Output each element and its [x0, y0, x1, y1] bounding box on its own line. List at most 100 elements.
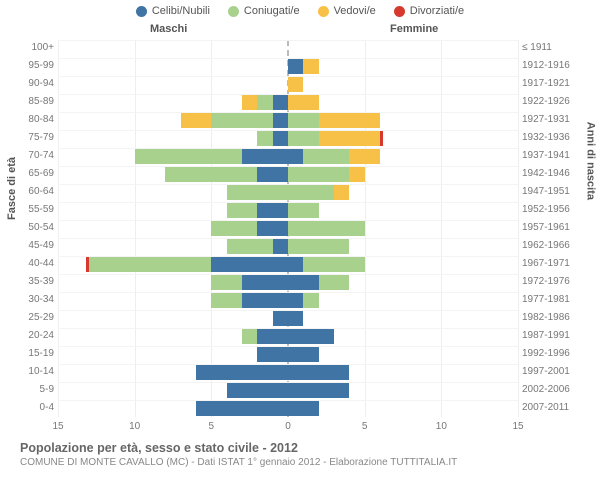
age-row: 75-791932-1936 — [58, 130, 518, 148]
age-row: 60-641947-1951 — [58, 184, 518, 202]
age-row: 35-391972-1976 — [58, 274, 518, 292]
bar-segment-female — [288, 149, 303, 164]
birth-year-tick: 1952-1956 — [522, 204, 586, 215]
x-tick: 15 — [512, 421, 523, 432]
age-row: 70-741937-1941 — [58, 148, 518, 166]
bar-segment-male — [273, 311, 288, 326]
age-row: 95-991912-1916 — [58, 58, 518, 76]
bar-segment-female — [288, 329, 334, 344]
bar-segment-female — [288, 221, 365, 236]
bar-segment-female — [303, 293, 318, 308]
age-tick: 100+ — [16, 42, 54, 53]
bar-segment-female — [349, 167, 364, 182]
x-tick: 15 — [52, 421, 63, 432]
age-tick: 55-59 — [16, 204, 54, 215]
plot-region: 100+≤ 191195-991912-191690-941917-192185… — [58, 39, 520, 417]
bar-segment-male — [257, 221, 288, 236]
age-row: 85-891922-1926 — [58, 94, 518, 112]
age-row: 55-591952-1956 — [58, 202, 518, 220]
chart-title: Popolazione per età, sesso e stato civil… — [20, 441, 590, 455]
chart-titles: Popolazione per età, sesso e stato civil… — [20, 441, 590, 468]
age-row: 15-191992-1996 — [58, 346, 518, 364]
age-tick: 10-14 — [16, 366, 54, 377]
population-pyramid-chart: Celibi/NubiliConiugati/eVedovi/eDivorzia… — [0, 0, 600, 500]
bar-segment-female — [288, 347, 319, 362]
bar-segment-female — [349, 149, 380, 164]
bar-segment-male — [211, 113, 272, 128]
x-axis: 15105051015 — [58, 417, 518, 433]
age-tick: 35-39 — [16, 276, 54, 287]
birth-year-tick: 1922-1926 — [522, 96, 586, 107]
bar-segment-male — [211, 221, 257, 236]
bar-segment-male — [227, 185, 288, 200]
legend-swatch — [394, 6, 405, 17]
legend-item: Vedovi/e — [318, 5, 376, 17]
birth-year-tick: 1957-1961 — [522, 222, 586, 233]
bar-segment-female — [288, 203, 319, 218]
bar-segment-male — [211, 293, 242, 308]
birth-year-tick: 1997-2001 — [522, 366, 586, 377]
bar-segment-male — [257, 203, 288, 218]
age-row: 25-291982-1986 — [58, 310, 518, 328]
bar-segment-male — [242, 275, 288, 290]
bar-segment-female — [288, 77, 303, 92]
birth-year-tick: 1992-1996 — [522, 348, 586, 359]
birth-year-tick: 1912-1916 — [522, 60, 586, 71]
legend-item: Coniugati/e — [228, 5, 300, 17]
legend-swatch — [136, 6, 147, 17]
birth-year-tick: 1917-1921 — [522, 78, 586, 89]
bar-segment-male — [257, 167, 288, 182]
header-male: Maschi — [150, 23, 187, 35]
age-tick: 25-29 — [16, 312, 54, 323]
legend-item: Divorziati/e — [394, 5, 464, 17]
bar-segment-male — [273, 239, 288, 254]
bar-segment-male — [211, 275, 242, 290]
bar-segment-female — [288, 59, 303, 74]
bar-segment-male — [196, 401, 288, 416]
age-tick: 85-89 — [16, 96, 54, 107]
age-row: 100+≤ 1911 — [58, 40, 518, 58]
bar-segment-male — [242, 149, 288, 164]
x-tick: 0 — [285, 421, 291, 432]
bar-segment-male — [257, 347, 288, 362]
bar-segment-female — [288, 275, 319, 290]
bar-segment-female — [334, 185, 349, 200]
legend-label: Coniugati/e — [244, 5, 300, 17]
chart-subtitle: COMUNE DI MONTE CAVALLO (MC) - Dati ISTA… — [20, 457, 590, 468]
age-tick: 95-99 — [16, 60, 54, 71]
birth-year-tick: 1972-1976 — [522, 276, 586, 287]
birth-year-tick: 2002-2006 — [522, 384, 586, 395]
x-tick: 5 — [209, 421, 215, 432]
birth-year-tick: 1927-1931 — [522, 114, 586, 125]
age-tick: 30-34 — [16, 294, 54, 305]
bar-segment-male — [273, 95, 288, 110]
legend-label: Divorziati/e — [410, 5, 464, 17]
bar-segment-male — [89, 257, 212, 272]
legend-swatch — [228, 6, 239, 17]
bar-segment-female — [288, 239, 349, 254]
bar-segment-male — [273, 113, 288, 128]
plot-area: 100+≤ 191195-991912-191690-941917-192185… — [58, 39, 518, 417]
birth-year-tick: 2007-2011 — [522, 402, 586, 413]
birth-year-tick: 1947-1951 — [522, 186, 586, 197]
bar-segment-male — [273, 131, 288, 146]
bar-segment-female — [288, 383, 349, 398]
legend-swatch — [318, 6, 329, 17]
x-tick: 10 — [129, 421, 140, 432]
bar-segment-male — [165, 167, 257, 182]
bar-segment-male — [135, 149, 242, 164]
bar-segment-female — [288, 311, 303, 326]
birth-year-tick: 1982-1986 — [522, 312, 586, 323]
bar-segment-female — [303, 59, 318, 74]
bar-segment-female — [288, 167, 349, 182]
age-row: 0-42007-2011 — [58, 400, 518, 418]
legend-label: Vedovi/e — [334, 5, 376, 17]
bar-segment-male — [242, 329, 257, 344]
age-row: 5-92002-2006 — [58, 382, 518, 400]
bar-segment-female — [288, 131, 319, 146]
age-row: 80-841927-1931 — [58, 112, 518, 130]
birth-year-tick: 1967-1971 — [522, 258, 586, 269]
bar-segment-male — [196, 365, 288, 380]
age-row: 65-691942-1946 — [58, 166, 518, 184]
age-row: 30-341977-1981 — [58, 292, 518, 310]
